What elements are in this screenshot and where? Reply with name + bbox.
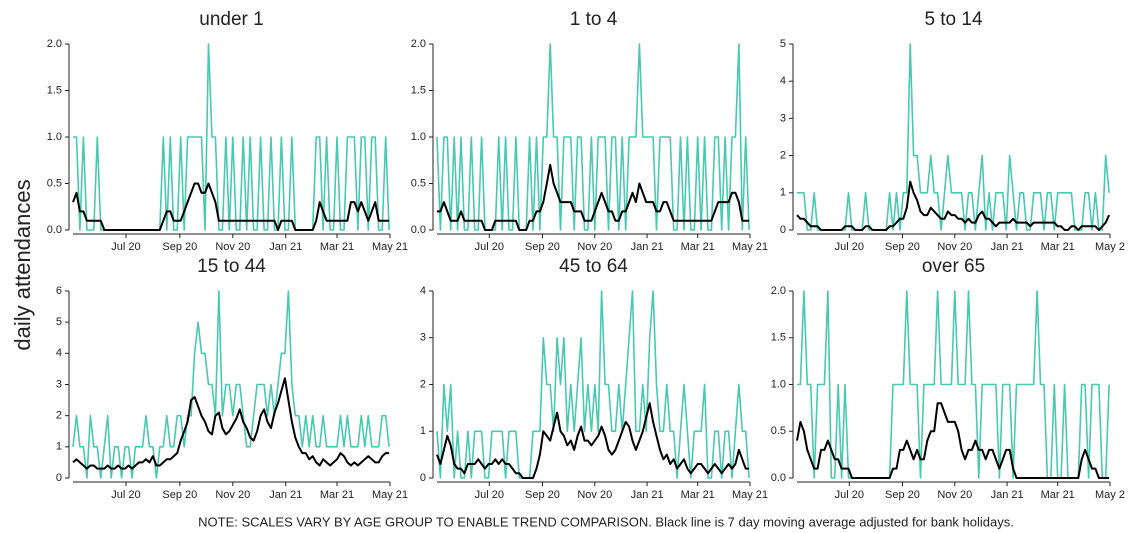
y-tick-label: 3	[780, 112, 786, 124]
y-tick-label: 1	[420, 425, 426, 437]
series-line	[797, 290, 1110, 479]
series-line	[436, 402, 750, 479]
y-tick-label: 0.5	[47, 177, 62, 189]
y-tick-label: 4	[420, 285, 426, 297]
x-tick-label: Sep 20	[525, 241, 560, 253]
y-tick-label: 1.5	[47, 84, 62, 96]
y-tick-label: 0.0	[47, 224, 62, 236]
x-tick-label: Mar 21	[1041, 489, 1075, 501]
y-tick-label: 4	[56, 347, 62, 359]
y-tick-label: 3	[420, 332, 426, 344]
y-tick-label: 0.0	[411, 224, 426, 236]
y-tick-label: 2.0	[411, 38, 426, 50]
series-line	[797, 43, 1110, 231]
y-tick-label: 1.5	[771, 332, 786, 344]
series-line	[73, 43, 390, 231]
x-tick-label: Mar 21	[320, 241, 354, 253]
y-tick-label: 0.0	[771, 472, 786, 484]
x-tick-label: Jul 20	[835, 241, 864, 253]
y-tick-label: 3	[56, 378, 62, 390]
y-tick-label: 0	[56, 472, 62, 484]
y-tick-label: 1	[780, 187, 786, 199]
y-tick-label: 1.5	[411, 84, 426, 96]
x-tick-label: May 21	[372, 489, 408, 501]
x-tick-label: Jul 20	[835, 489, 864, 501]
y-axis-label: daily attendances	[10, 179, 35, 350]
x-tick-label: Nov 20	[937, 489, 972, 501]
y-tick-label: 0.5	[411, 177, 426, 189]
x-tick-label: Nov 20	[215, 241, 250, 253]
panel-title: under 1	[199, 9, 263, 30]
x-tick-label: Sep 20	[162, 241, 197, 253]
series-line	[796, 180, 1111, 231]
series-line	[437, 163, 750, 231]
x-tick-label: Mar 21	[320, 489, 354, 501]
x-tick-label: Jan 21	[631, 489, 664, 501]
x-tick-label: Jul 20	[475, 241, 504, 253]
y-tick-label: 6	[56, 285, 62, 297]
y-tick-label: 0	[420, 472, 426, 484]
x-tick-label: Jan 21	[991, 489, 1024, 501]
y-tick-label: 0.5	[771, 425, 786, 437]
x-tick-label: Jul 20	[475, 489, 504, 501]
series-line	[72, 290, 390, 479]
x-tick-label: May 21	[732, 489, 768, 501]
y-tick-label: 1.0	[411, 131, 426, 143]
x-tick-label: May 21	[732, 241, 768, 253]
y-tick-label: 2	[56, 410, 62, 422]
panel-title: 1 to 4	[570, 9, 618, 30]
x-tick-label: Sep 20	[162, 489, 197, 501]
x-tick-label: Sep 20	[885, 489, 920, 501]
x-tick-label: Nov 20	[215, 489, 250, 501]
y-tick-label: 0	[780, 224, 786, 236]
note: NOTE: SCALES VARY BY AGE GROUP TO ENABLE…	[198, 514, 1014, 529]
y-tick-label: 2	[420, 378, 426, 390]
panel-title: 45 to 64	[559, 256, 628, 277]
x-tick-label: Jan 21	[631, 241, 664, 253]
y-tick-label: 5	[56, 316, 62, 328]
panel-title: 15 to 44	[197, 256, 266, 277]
y-tick-label: 2	[780, 150, 786, 162]
x-tick-label: Mar 21	[681, 241, 715, 253]
x-tick-label: Jan 21	[269, 241, 302, 253]
x-tick-label: Jul 20	[111, 489, 140, 501]
series-line	[72, 182, 390, 231]
x-tick-label: Jan 21	[991, 241, 1024, 253]
x-tick-label: May 2	[1095, 241, 1125, 253]
y-tick-label: 2.0	[47, 38, 62, 50]
x-tick-label: Sep 20	[525, 489, 560, 501]
x-tick-label: Jul 20	[111, 241, 140, 253]
y-tick-label: 1	[56, 441, 62, 453]
x-tick-label: May 2	[1095, 489, 1125, 501]
x-tick-label: Mar 21	[681, 489, 715, 501]
series-line	[436, 290, 750, 479]
panel-title: 5 to 14	[924, 9, 983, 30]
x-tick-label: Nov 20	[577, 489, 612, 501]
y-tick-label: 4	[780, 75, 786, 87]
x-tick-label: Jan 21	[269, 489, 302, 501]
series-line	[72, 377, 390, 470]
y-tick-label: 1.0	[771, 378, 786, 390]
x-tick-label: Sep 20	[885, 241, 920, 253]
series-line	[436, 43, 750, 231]
x-tick-label: Mar 21	[1041, 241, 1075, 253]
y-tick-label: 5	[780, 38, 786, 50]
x-tick-label: Nov 20	[937, 241, 972, 253]
x-tick-label: Nov 20	[577, 241, 612, 253]
y-tick-label: 1.0	[47, 131, 62, 143]
x-tick-label: May 21	[372, 241, 408, 253]
panel-title: over 65	[922, 256, 985, 277]
series-line	[796, 402, 1110, 479]
y-tick-label: 2.0	[771, 285, 786, 297]
